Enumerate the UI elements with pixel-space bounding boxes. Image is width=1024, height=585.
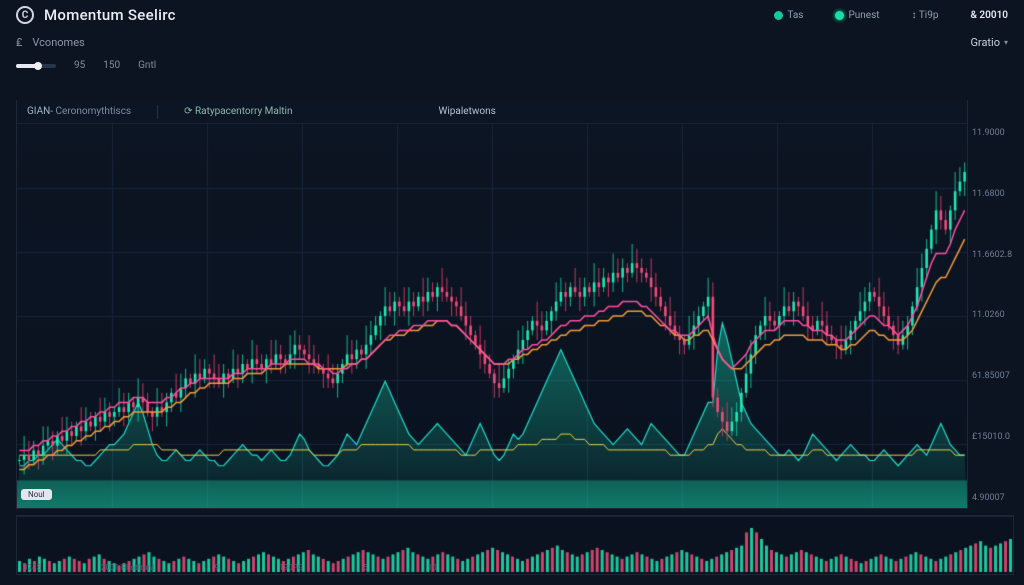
app-title: Momentum Seelirc — [44, 6, 176, 24]
header-status-2[interactable]: Punest — [835, 10, 879, 21]
header-status-3[interactable]: ↕ Ti9p — [912, 10, 939, 21]
app-logo: C — [16, 6, 34, 24]
axis-tick-label: 11.0260 — [972, 310, 1014, 320]
axis-tick-label: 11.9000 — [972, 128, 1014, 138]
chart-tab-2[interactable]: ⟳ Ratypacentorry Maltin — [184, 106, 292, 117]
candlestick-canvas[interactable] — [17, 124, 967, 508]
refresh-icon: ⟳ — [184, 106, 192, 117]
app-header: C Momentum Seelirc Tas Punest ↕ Ti9p & 2… — [0, 0, 1024, 30]
header-status-1[interactable]: Tas — [774, 10, 803, 21]
header-status-label: & 20010 — [970, 10, 1008, 21]
axis-tick-label: 11.6602.8 — [972, 250, 1014, 260]
tab-divider — [157, 105, 158, 119]
chart-tab-1[interactable]: GIAN- Ceronomythtiscs — [27, 106, 131, 117]
vol-x-label: 9 — [215, 563, 220, 572]
chart-tabs: GIAN- Ceronomythtiscs ⟳ Ratypacentorry M… — [17, 100, 967, 124]
chevron-down-icon: ▾ — [1004, 38, 1008, 47]
chart-tab-3[interactable]: Wipaletwons — [438, 106, 495, 117]
header-status-label: ↕ Ti9p — [912, 10, 939, 21]
vol-x-label: 2001 Photfront — [101, 563, 155, 572]
subheader-label: Vconomes — [32, 36, 84, 49]
axis-tick-label: 4.90007 — [972, 493, 1014, 503]
timeframe-label: Gratio — [970, 36, 1000, 49]
range-slider[interactable] — [16, 64, 56, 68]
chart-pill-badge[interactable]: Noul — [21, 489, 52, 500]
chart-tab-label: Ceronomythtiscs — [56, 106, 132, 117]
vol-x-label: 10 — [428, 563, 437, 572]
range-value-left: 95 — [74, 60, 85, 71]
axis-tick-label: £15010.0 — [972, 432, 1014, 442]
range-value-right: Gntl — [138, 60, 156, 71]
status-dot-icon — [835, 11, 844, 20]
subheader: ₤ Vconomes Gratio ▾ — [0, 30, 1024, 54]
chart-tab-label: Ratypacentorry Maltin — [195, 106, 293, 117]
header-status-label: Tas — [787, 10, 803, 21]
chart-tab-prefix: GIAN- — [27, 106, 53, 117]
header-status-4[interactable]: & 20010 — [970, 10, 1008, 21]
vol-x-label: 0245 — [23, 563, 41, 572]
range-value-mid: 150 — [103, 60, 120, 71]
range-slider-knob[interactable] — [34, 62, 42, 70]
currency-icon: ₤ — [16, 36, 22, 49]
price-axis: 11.9000 11.6800 11.6602.8 11.0260 61.85007 £1… — [968, 100, 1014, 509]
price-chart-region: GIAN- Ceronomythtiscs ⟳ Ratypacentorry M… — [16, 100, 1014, 509]
vol-x-label: 190PG — [279, 563, 303, 572]
price-chart[interactable]: GIAN- Ceronomythtiscs ⟳ Ratypacentorry M… — [16, 100, 968, 509]
vol-x-label: 5 — [363, 563, 368, 572]
axis-tick-label: 11.6800 — [972, 189, 1014, 199]
axis-tick-label: 61.85007 — [972, 371, 1014, 381]
timeframe-selector[interactable]: Gratio ▾ — [970, 36, 1008, 49]
volume-x-labels: 0245 2001 Photfront 9 190PG 5 10 — [23, 563, 437, 572]
volume-panel[interactable]: 0245 2001 Photfront 9 190PG 5 10 — [16, 515, 1014, 575]
range-controls: 95 150 Gntl — [0, 54, 1024, 81]
header-status-label: Punest — [848, 10, 879, 21]
status-dot-icon — [774, 11, 783, 20]
